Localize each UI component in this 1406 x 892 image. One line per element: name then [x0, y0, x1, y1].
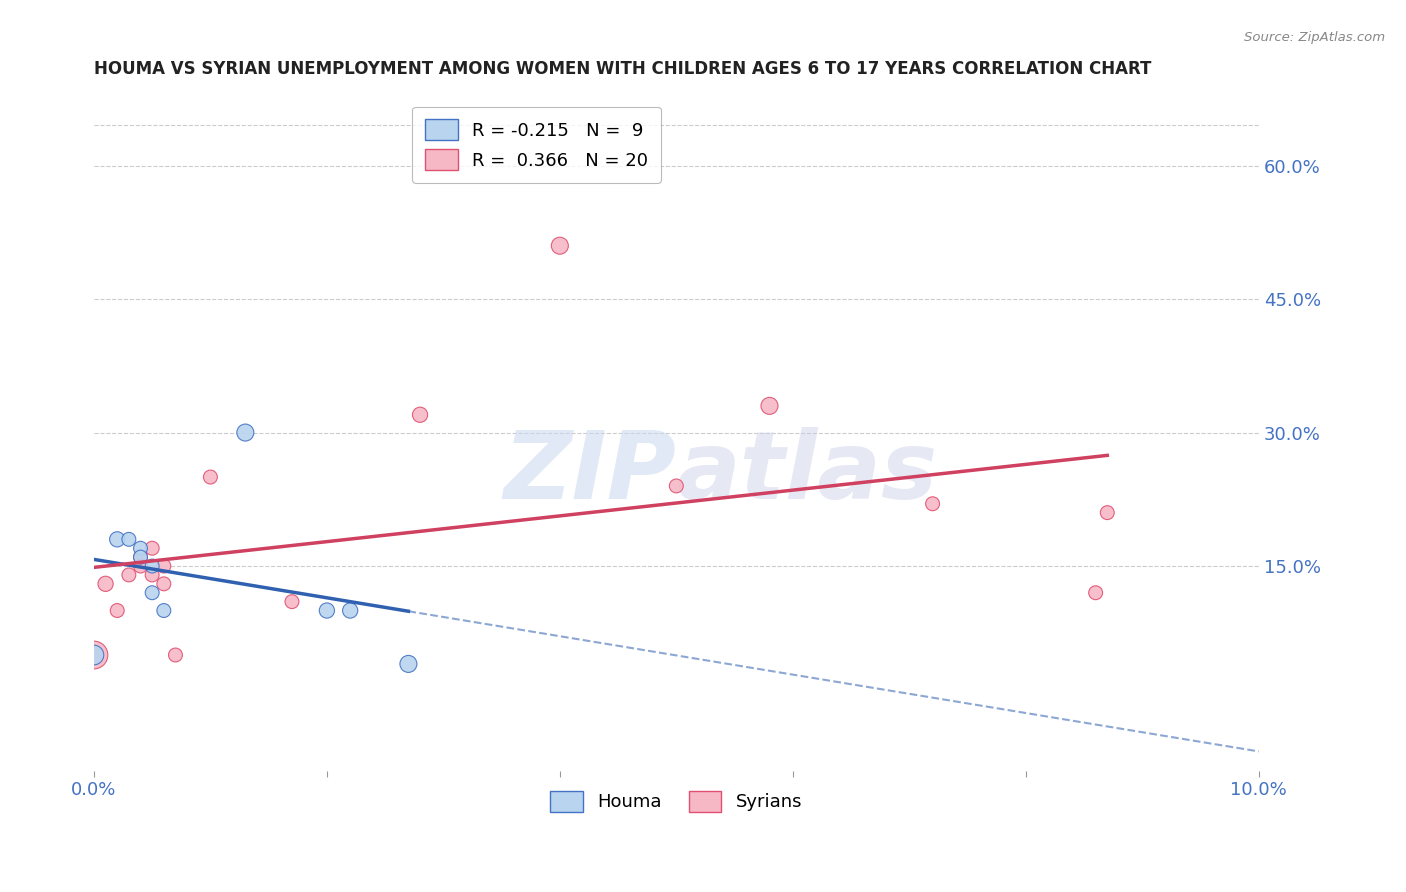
- Point: [94, 577, 117, 591]
- Point: [1097, 506, 1119, 520]
- Point: [153, 577, 176, 591]
- Legend: Houma, Syrians: Houma, Syrians: [540, 780, 813, 822]
- Point: [153, 559, 176, 574]
- Point: [165, 648, 187, 662]
- Point: [129, 550, 152, 565]
- Point: [665, 479, 688, 493]
- Point: [153, 603, 176, 617]
- Text: atlas: atlas: [676, 427, 938, 519]
- Point: [105, 533, 128, 547]
- Point: [548, 238, 571, 252]
- Point: [118, 533, 141, 547]
- Point: [141, 568, 163, 582]
- Text: Source: ZipAtlas.com: Source: ZipAtlas.com: [1244, 31, 1385, 45]
- Point: [141, 559, 163, 574]
- Point: [281, 594, 304, 608]
- Point: [396, 657, 419, 671]
- Point: [141, 585, 163, 599]
- Point: [129, 550, 152, 565]
- Point: [758, 399, 780, 413]
- Point: [118, 568, 141, 582]
- Point: [235, 425, 257, 440]
- Point: [409, 408, 432, 422]
- Point: [141, 541, 163, 556]
- Point: [83, 648, 105, 662]
- Point: [1084, 585, 1107, 599]
- Point: [83, 648, 105, 662]
- Text: HOUMA VS SYRIAN UNEMPLOYMENT AMONG WOMEN WITH CHILDREN AGES 6 TO 17 YEARS CORREL: HOUMA VS SYRIAN UNEMPLOYMENT AMONG WOMEN…: [94, 60, 1152, 78]
- Point: [129, 559, 152, 574]
- Text: ZIP: ZIP: [503, 427, 676, 519]
- Point: [339, 603, 361, 617]
- Point: [200, 470, 222, 484]
- Point: [129, 541, 152, 556]
- Point: [105, 603, 128, 617]
- Point: [921, 497, 943, 511]
- Point: [315, 603, 337, 617]
